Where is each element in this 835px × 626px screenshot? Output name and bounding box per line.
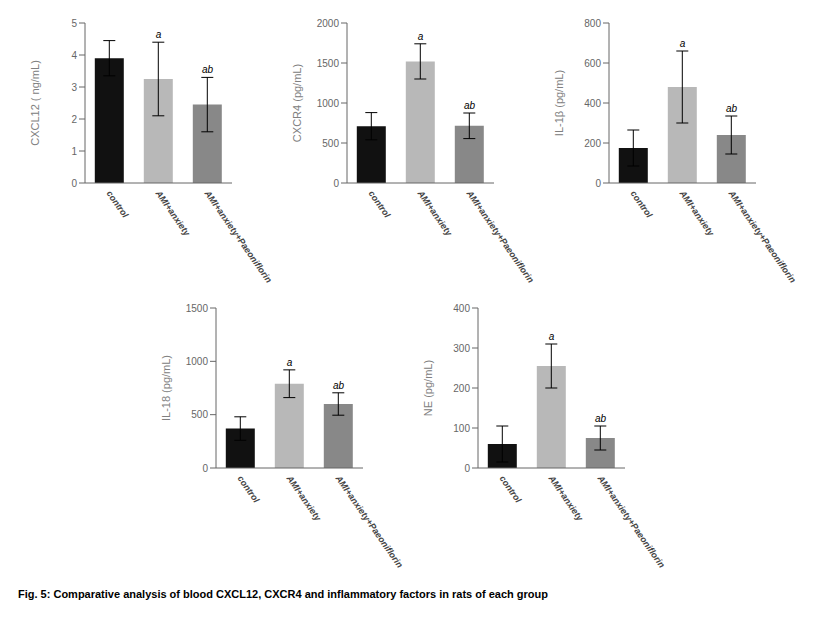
svg-text:a: a [417,31,423,42]
svg-text:200: 200 [453,383,470,394]
svg-text:0: 0 [71,178,77,189]
svg-text:1500: 1500 [316,58,339,69]
svg-text:500: 500 [191,409,208,420]
svg-text:AMI+anxiety: AMI+anxiety [153,188,193,239]
svg-text:AMI+anxiety: AMI+anxiety [415,188,455,239]
svg-text:AMI+anxiety+Paeoniflorin: AMI+anxiety+Paeoniflorin [333,473,405,570]
svg-text:0: 0 [333,178,339,189]
svg-text:100: 100 [453,423,470,434]
svg-text:200: 200 [584,138,601,149]
svg-text:3: 3 [71,82,77,93]
svg-text:0: 0 [464,463,470,474]
svg-text:CXCL12 ( ng/mL): CXCL12 ( ng/mL) [28,60,40,146]
svg-text:a: a [286,357,292,368]
svg-text:ab: ab [725,103,737,114]
svg-text:a: a [548,331,554,342]
svg-text:1500: 1500 [185,303,208,314]
svg-text:500: 500 [322,138,339,149]
svg-text:a: a [155,29,161,40]
svg-text:400: 400 [453,303,470,314]
svg-text:AMI+anxiety+Paeoniflorin: AMI+anxiety+Paeoniflorin [595,473,667,570]
svg-text:1000: 1000 [185,356,208,367]
svg-text:0: 0 [595,178,601,189]
svg-text:AMI+anxiety: AMI+anxiety [677,188,717,239]
svg-text:IL-18 (pg/mL): IL-18 (pg/mL) [159,355,171,421]
svg-text:1000: 1000 [316,98,339,109]
svg-text:2000: 2000 [316,18,339,29]
svg-text:AMI+anxiety: AMI+anxiety [546,473,586,524]
html-text:Fig. 5: Comparative analysis o: Fig. 5: Comparative analysis of blood CX… [18,588,548,600]
svg-text:CXCR4 (pg/mL): CXCR4 (pg/mL) [290,64,302,142]
svg-text:4: 4 [71,50,77,61]
svg-text:600: 600 [584,58,601,69]
svg-text:control: control [366,189,392,220]
svg-text:2: 2 [71,114,77,125]
svg-text:300: 300 [453,343,470,354]
svg-text:400: 400 [584,98,601,109]
svg-text:5: 5 [71,18,77,29]
svg-text:control: control [497,474,523,505]
svg-text:ab: ab [463,100,475,111]
svg-text:a: a [679,38,685,49]
svg-text:control: control [235,474,261,505]
svg-text:IL-1β (pg/mL): IL-1β (pg/mL) [552,70,564,136]
svg-text:1: 1 [71,146,77,157]
svg-text:ab: ab [201,64,213,75]
svg-text:ab: ab [332,380,344,391]
svg-text:control: control [628,189,654,220]
svg-text:AMI+anxiety: AMI+anxiety [284,473,324,524]
svg-text:AMI+anxiety+Paeoniflorin: AMI+anxiety+Paeoniflorin [726,188,798,285]
svg-text:control: control [104,189,130,220]
svg-text:AMI+anxiety+Paeoniflorin: AMI+anxiety+Paeoniflorin [202,188,274,285]
svg-text:800: 800 [584,18,601,29]
svg-text:NE (pg/mL): NE (pg/mL) [421,360,433,416]
svg-text:AMI+anxiety+Paeoniflorin: AMI+anxiety+Paeoniflorin [464,188,536,285]
svg-text:0: 0 [202,463,208,474]
svg-text:ab: ab [594,413,606,424]
